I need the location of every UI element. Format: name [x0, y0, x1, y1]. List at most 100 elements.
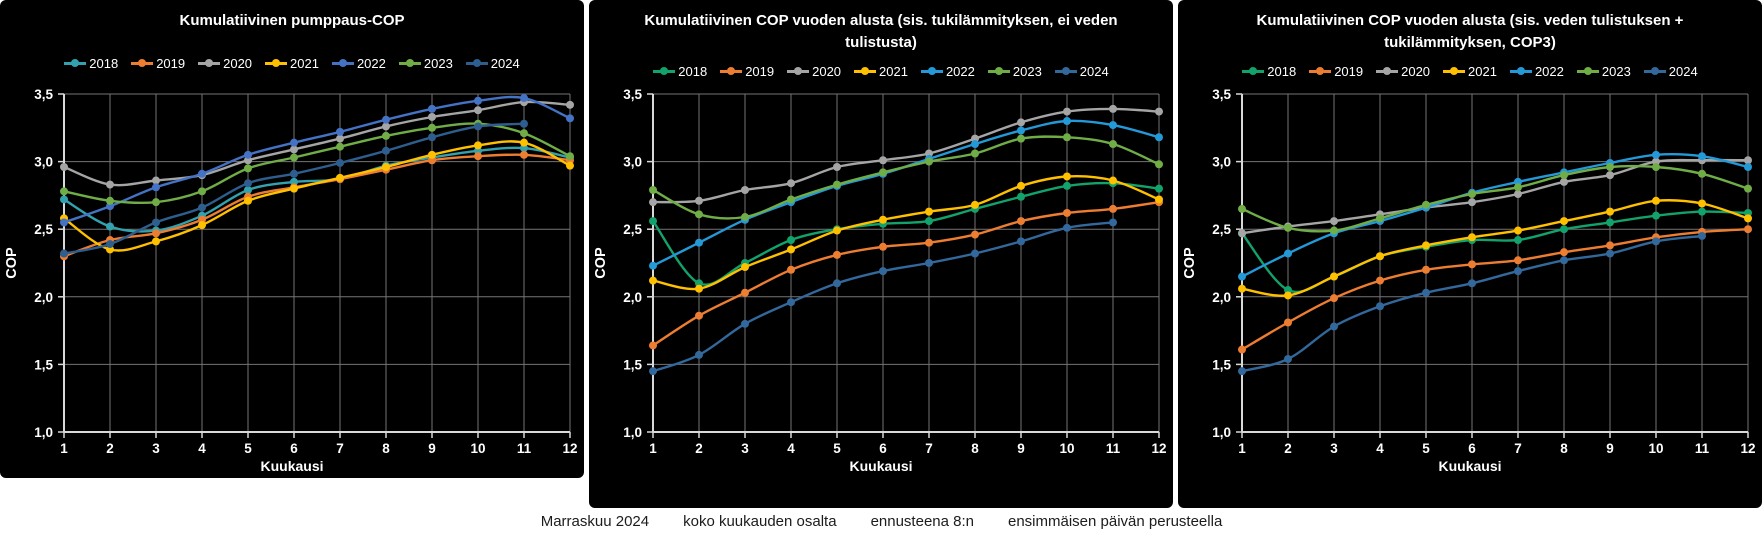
caption-month: Marraskuu 2024: [540, 513, 650, 530]
legend-marker-icon: [854, 67, 877, 75]
svg-text:COP: COP: [1182, 247, 1198, 279]
svg-text:11: 11: [1695, 441, 1710, 456]
series-2019: [1238, 225, 1752, 354]
svg-text:3,5: 3,5: [623, 87, 642, 102]
legend-label: 2020: [1401, 63, 1431, 79]
legend-marker-icon: [787, 67, 810, 75]
chart-legend: 2018 2019 2020 2021 2022 2023 2024: [0, 54, 584, 72]
caption: Marraskuu 2024 koko kuukauden osalta ennus…: [0, 508, 1763, 534]
legend-marker-icon: [198, 59, 221, 67]
legend-item-2018: 2018: [64, 56, 118, 71]
series-2021: [649, 172, 1163, 293]
svg-text:2,5: 2,5: [1212, 222, 1231, 237]
svg-text:8: 8: [971, 441, 979, 456]
legend-item-2018: 2018: [653, 64, 707, 79]
legend-label: 2022: [356, 55, 386, 71]
legend-label: 2019: [1334, 63, 1364, 79]
svg-text:2,5: 2,5: [623, 222, 642, 237]
svg-text:COP: COP: [4, 247, 20, 279]
series-2023: [60, 119, 574, 207]
svg-text:7: 7: [336, 441, 344, 456]
series-2021: [1238, 196, 1752, 300]
legend-marker-icon: [720, 67, 743, 75]
series-2024: [1238, 231, 1706, 376]
chart-panels-row: Kumulatiivinen pumppaus-COP 2018 2019 2020…: [0, 0, 1763, 508]
series-2024: [60, 119, 528, 258]
legend-marker-icon: [1443, 67, 1466, 75]
legend-marker-icon: [1576, 67, 1599, 75]
series-2023: [649, 133, 1163, 222]
legend-marker-icon: [920, 67, 943, 75]
svg-text:1,0: 1,0: [623, 425, 642, 440]
chart-panel-cop3: Kumulatiivinen COP vuoden alusta (sis. v…: [1178, 0, 1762, 508]
svg-text:3: 3: [741, 441, 749, 456]
legend-item-2019: 2019: [131, 56, 185, 71]
svg-text:1,5: 1,5: [34, 357, 53, 372]
legend-item-2024: 2024: [465, 56, 520, 71]
svg-text:3,0: 3,0: [1212, 155, 1231, 170]
series-2018: [1238, 207, 1752, 295]
svg-text:3: 3: [1330, 441, 1338, 456]
svg-text:2,0: 2,0: [1212, 290, 1231, 305]
svg-text:11: 11: [517, 441, 532, 456]
chart-legend: 2018 2019 2020 2021 2022 2023 2024: [1178, 62, 1762, 80]
svg-text:9: 9: [1017, 441, 1025, 456]
legend-marker-icon: [331, 59, 354, 67]
svg-text:10: 10: [1059, 441, 1074, 456]
legend-marker-icon: [653, 67, 676, 75]
svg-text:5: 5: [1422, 441, 1430, 456]
svg-text:8: 8: [382, 441, 390, 456]
svg-text:1,5: 1,5: [1212, 357, 1231, 372]
legend-label: 2022: [1534, 63, 1564, 79]
series-2020: [649, 104, 1163, 207]
x-axis-title: Kuukausi: [1438, 458, 1502, 474]
legend-item-2023: 2023: [1576, 64, 1631, 79]
legend-item-2019: 2019: [1309, 64, 1363, 79]
legend-label: 2021: [879, 63, 908, 79]
legend-item-2020: 2020: [1376, 64, 1430, 79]
svg-text:2,0: 2,0: [34, 290, 53, 305]
legend-item-2024: 2024: [1643, 63, 1698, 79]
svg-text:4: 4: [1376, 441, 1384, 456]
svg-text:9: 9: [1606, 441, 1614, 456]
svg-text:3,0: 3,0: [34, 155, 53, 170]
legend-label: 2020: [812, 63, 842, 79]
svg-text:10: 10: [470, 441, 485, 456]
legend-marker-icon: [1242, 67, 1265, 75]
series-2024: [649, 218, 1117, 376]
x-axis-title: Kuukausi: [849, 458, 913, 474]
legend-marker-icon: [131, 59, 154, 67]
svg-text:COP: COP: [593, 247, 609, 279]
caption-part-4: ensimmäisen päivän perusteella: [1008, 513, 1223, 530]
svg-text:2,5: 2,5: [34, 222, 53, 237]
legend-label: 2021: [1468, 63, 1497, 79]
legend-label: 2018: [1267, 63, 1297, 79]
legend-item-2022: 2022: [920, 64, 975, 79]
legend-marker-icon: [64, 59, 87, 67]
legend-marker-icon: [1509, 67, 1532, 75]
legend-item-2019: 2019: [720, 64, 774, 79]
legend-item-2020: 2020: [198, 56, 252, 71]
legend-label: 2018: [678, 63, 708, 79]
series-2019: [60, 150, 574, 261]
legend-item-2021: 2021: [265, 56, 319, 71]
legend-marker-icon: [1054, 67, 1077, 75]
svg-text:1: 1: [1238, 441, 1246, 456]
series-2022: [1238, 150, 1752, 281]
svg-text:6: 6: [879, 441, 887, 456]
legend-label: 2023: [1012, 63, 1042, 79]
legend-item-2023: 2023: [987, 63, 1042, 79]
legend-marker-icon: [1643, 67, 1666, 75]
svg-text:2,0: 2,0: [623, 290, 642, 305]
caption-part-2: koko kuukauden osalta: [683, 513, 837, 530]
svg-text:6: 6: [290, 441, 298, 456]
legend-item-2018: 2018: [1242, 64, 1296, 79]
legend-marker-icon: [265, 59, 288, 67]
series-2021: [60, 138, 574, 254]
legend-label: 2024: [1668, 63, 1698, 79]
svg-text:4: 4: [198, 441, 206, 456]
legend-item-2022: 2022: [331, 55, 386, 71]
